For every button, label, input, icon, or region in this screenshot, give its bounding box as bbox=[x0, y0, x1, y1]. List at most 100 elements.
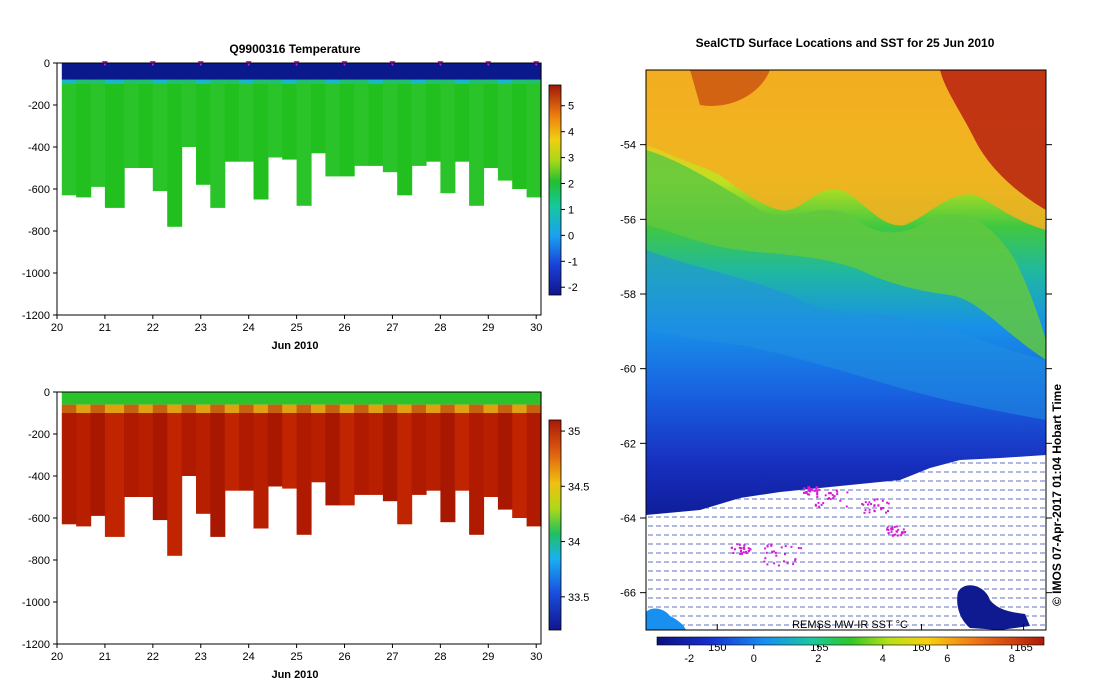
transition-layer bbox=[296, 79, 312, 84]
temperature-panel-title: Q9900316 Temperature bbox=[229, 42, 361, 56]
salinity-x-axis: 20 21 22 23 24 25 26 27 28 29 30 bbox=[51, 644, 542, 663]
saline-deep-layer bbox=[497, 413, 513, 510]
deep-water-layer bbox=[167, 84, 183, 227]
saline-deep-layer bbox=[440, 413, 456, 523]
seal-location-dot bbox=[806, 493, 809, 496]
seal-location-dot bbox=[794, 558, 797, 561]
hot-spot-region bbox=[940, 70, 1046, 210]
halocline-layer bbox=[210, 404, 226, 413]
seal-location-dot bbox=[816, 490, 819, 493]
fresh-surface-layer bbox=[282, 392, 298, 405]
profile-column bbox=[104, 63, 125, 208]
fresh-surface-layer bbox=[483, 392, 499, 405]
sst-colorbar-tick-label: 2 bbox=[815, 653, 821, 665]
saline-deep-layer bbox=[267, 413, 283, 487]
profile-column bbox=[411, 392, 427, 495]
seal-location-dot bbox=[808, 493, 811, 496]
colorbar-tick-label: 5 bbox=[568, 101, 574, 113]
profile-column bbox=[426, 392, 441, 491]
saline-deep-layer bbox=[76, 413, 92, 527]
seal-location-dot bbox=[868, 508, 871, 511]
salinity-x-caption: Jun 2010 bbox=[271, 669, 318, 681]
fresh-surface-layer bbox=[152, 392, 168, 405]
seal-location-dot bbox=[890, 530, 893, 533]
halocline-layer bbox=[239, 404, 255, 413]
deep-water-layer bbox=[210, 84, 226, 208]
cold-surface-layer bbox=[311, 63, 326, 80]
seal-location-dot bbox=[763, 560, 766, 563]
seal-location-dot bbox=[839, 499, 842, 502]
seal-location-dot bbox=[774, 551, 777, 554]
seal-location-dot bbox=[764, 547, 767, 550]
halocline-layer bbox=[440, 404, 456, 413]
fresh-surface-layer bbox=[382, 392, 398, 405]
seal-location-dot bbox=[736, 543, 739, 546]
seal-location-dot bbox=[862, 503, 865, 506]
temperature-y-axis: 0 -200 -400 -600 -800 -1000 -1200 bbox=[22, 58, 57, 322]
saline-deep-layer bbox=[253, 413, 269, 529]
halocline-layer bbox=[196, 404, 211, 413]
seal-location-dot bbox=[868, 511, 871, 514]
seal-location-dot bbox=[820, 503, 823, 506]
transition-layer bbox=[382, 79, 398, 84]
x-tick-label: 26 bbox=[338, 322, 350, 334]
profile-column bbox=[440, 63, 456, 194]
cold-surface-layer bbox=[210, 63, 226, 80]
seal-location-dot bbox=[745, 550, 747, 553]
halocline-layer bbox=[282, 404, 298, 413]
seal-location-dot bbox=[904, 531, 907, 534]
seal-location-dot bbox=[827, 497, 830, 500]
seal-location-dot bbox=[807, 487, 810, 490]
seal-location-dot bbox=[813, 489, 816, 492]
profile-column bbox=[325, 392, 341, 506]
seal-location-dot bbox=[836, 493, 839, 496]
x-tick-label: 27 bbox=[386, 322, 398, 334]
saline-deep-layer bbox=[454, 413, 470, 491]
halocline-layer bbox=[152, 404, 168, 413]
halocline-layer bbox=[311, 404, 326, 413]
transition-layer bbox=[497, 79, 513, 84]
cold-surface-layer bbox=[76, 63, 92, 80]
salinity-profile-bars bbox=[61, 392, 542, 556]
transition-layer bbox=[469, 79, 485, 84]
profile-column bbox=[512, 63, 528, 189]
y-tick-label: -1200 bbox=[22, 310, 50, 322]
transition-layer bbox=[224, 79, 240, 84]
halocline-layer bbox=[90, 404, 106, 413]
seal-location-dot bbox=[873, 499, 876, 502]
fresh-surface-layer bbox=[196, 392, 211, 405]
cold-surface-layer bbox=[167, 63, 183, 80]
seal-location-dot bbox=[780, 546, 783, 549]
fresh-surface-layer bbox=[397, 392, 413, 405]
profile-column bbox=[339, 392, 355, 506]
lat-tick-label: -56 bbox=[620, 214, 636, 226]
saline-deep-layer bbox=[104, 413, 125, 537]
transition-layer bbox=[76, 79, 92, 84]
cold-surface-layer bbox=[90, 63, 106, 80]
deep-water-layer bbox=[411, 84, 427, 166]
halocline-layer bbox=[368, 404, 384, 413]
seal-location-dot bbox=[818, 488, 821, 491]
x-tick-label: 29 bbox=[482, 651, 494, 663]
profile-column bbox=[196, 63, 211, 185]
transition-layer bbox=[239, 79, 255, 84]
seal-location-dot bbox=[797, 547, 800, 549]
y-tick-label: -400 bbox=[28, 142, 50, 154]
halocline-layer bbox=[339, 404, 355, 413]
transition-layer bbox=[90, 79, 106, 84]
profile-column bbox=[368, 63, 384, 166]
seal-location-dot bbox=[810, 488, 813, 491]
seal-location-dot bbox=[773, 562, 776, 565]
cold-surface-layer bbox=[483, 63, 499, 80]
saline-deep-layer bbox=[483, 413, 499, 497]
cold-surface-layer bbox=[325, 63, 341, 80]
warm-water-region bbox=[646, 70, 1046, 230]
colorbar-tick-label: 34 bbox=[568, 537, 580, 549]
saline-deep-layer bbox=[368, 413, 384, 495]
transition-layer bbox=[138, 79, 154, 84]
y-tick-label: 0 bbox=[44, 387, 50, 399]
seal-location-dot bbox=[881, 499, 884, 502]
x-tick-label: 23 bbox=[195, 651, 207, 663]
x-tick-label: 25 bbox=[290, 651, 302, 663]
